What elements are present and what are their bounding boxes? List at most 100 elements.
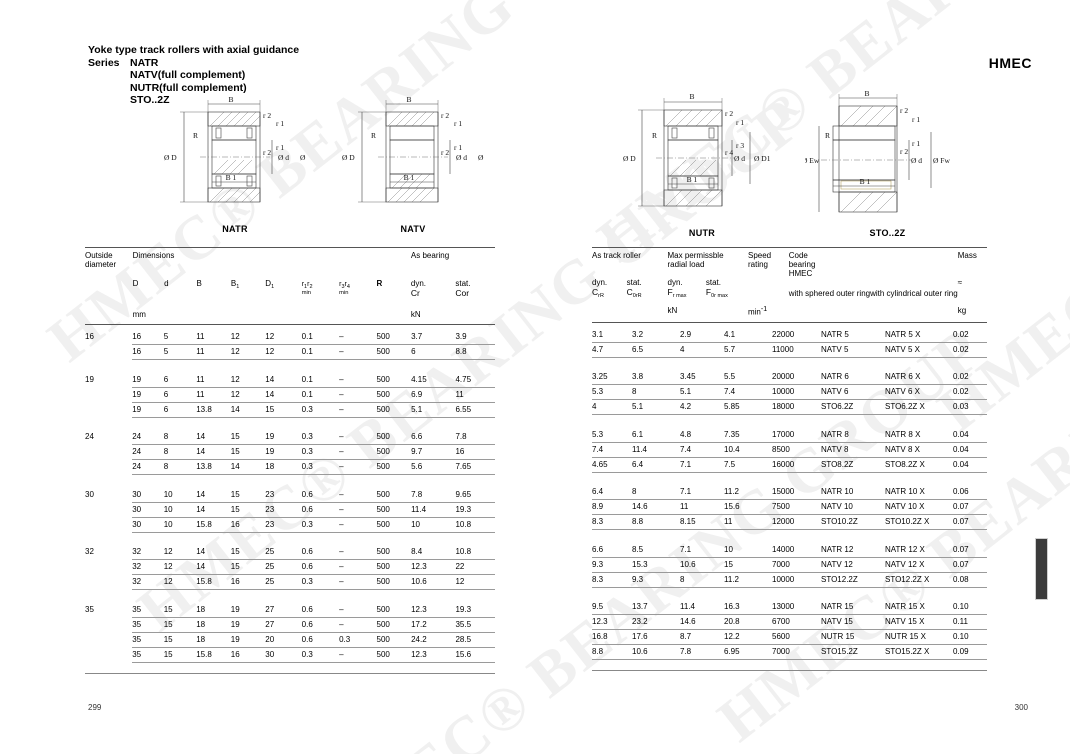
cell-r1r2: 0.3 bbox=[301, 647, 340, 663]
table-row[interactable]: 30 10 15.8 16 23 0.3 – 500 10 10.8 bbox=[85, 517, 495, 533]
table-row[interactable]: 32 12 14 15 25 0.6 – 500 12.3 22 bbox=[85, 559, 495, 575]
cell-r3r4: – bbox=[339, 502, 377, 518]
cell-d: 12 bbox=[163, 545, 197, 560]
cell-code-sphered: STO8.2Z bbox=[821, 457, 885, 473]
header-code-bearing: Code bearing HMEC bbox=[788, 251, 816, 278]
cell-Frmax: 8 bbox=[680, 572, 724, 588]
cell-d: 15 bbox=[163, 617, 197, 633]
cell-d: 12 bbox=[163, 559, 197, 575]
series-item-natr: NATR bbox=[130, 56, 159, 69]
cell-C0rR: 3.8 bbox=[632, 370, 680, 386]
cell-r1r2: 0.6 bbox=[301, 632, 340, 648]
table-row[interactable]: 16.8 17.6 8.7 12.2 5600 NUTR 15 NUTR 15 … bbox=[592, 629, 987, 646]
table-row[interactable]: 4.7 6.5 4 5.7 11000 NATV 5 NATV 5 X 0.02 bbox=[592, 342, 987, 358]
cell-speed: 18000 bbox=[772, 399, 821, 416]
col-r1r2: r1r2 min bbox=[301, 281, 313, 296]
dim-label-B: B bbox=[228, 95, 233, 104]
cell-speed: 22000 bbox=[772, 327, 821, 343]
svg-text:Ø d: Ø d bbox=[456, 153, 467, 162]
cell-mass: 0.02 bbox=[953, 370, 987, 386]
table-row[interactable]: 35 35 15 18 19 27 0.6 – 500 12.3 19.3 bbox=[85, 602, 495, 618]
svg-text:B: B bbox=[406, 95, 411, 104]
col-Cor: stat. Cor bbox=[455, 279, 471, 298]
table-row[interactable]: 19 6 11 12 14 0.1 – 500 6.9 11 bbox=[85, 387, 495, 403]
cell-code-sphered: NUTR 15 bbox=[821, 629, 885, 646]
table-row[interactable]: 6.6 8.5 7.1 10 14000 NATR 12 NATR 12 X 0… bbox=[592, 542, 987, 558]
cell-R: 500 bbox=[376, 574, 412, 590]
table-row[interactable]: 30 30 10 14 15 23 0.6 – 500 7.8 9.65 bbox=[85, 487, 495, 503]
table-row[interactable]: 19 6 13.8 14 15 0.3 – 500 5.1 6.55 bbox=[85, 402, 495, 418]
cell-C0rR: 8.8 bbox=[632, 514, 680, 531]
cell-D1: 12 bbox=[265, 330, 302, 345]
cell-R: 500 bbox=[376, 559, 412, 575]
table-row[interactable]: 9.3 15.3 10.6 15 7000 NATV 12 NATV 12 X … bbox=[592, 557, 987, 573]
cell-CrR: 9.3 bbox=[592, 557, 632, 573]
cell-Cor: 12 bbox=[455, 574, 495, 590]
table-row[interactable]: 4 5.1 4.2 5.85 18000 STO6.2Z STO6.2Z X 0… bbox=[592, 399, 987, 416]
cell-r3r4: – bbox=[339, 344, 377, 360]
table-row[interactable]: 8.9 14.6 11 15.6 7500 NATV 10 NATV 10 X … bbox=[592, 499, 987, 516]
table-row[interactable]: 12.3 23.2 14.6 20.8 6700 NATV 15 NATV 15… bbox=[592, 614, 987, 631]
table-row[interactable]: 24 8 14 15 19 0.3 – 500 9.7 16 bbox=[85, 444, 495, 460]
table-row[interactable]: 35 15 15.8 16 30 0.3 – 500 12.3 15.6 bbox=[85, 647, 495, 663]
table-row[interactable]: 24 8 13.8 14 18 0.3 – 500 5.6 7.65 bbox=[85, 459, 495, 475]
table-row[interactable]: 5.3 8 5.1 7.4 10000 NATV 6 NATV 6 X 0.02 bbox=[592, 384, 987, 401]
svg-text:r 2: r 2 bbox=[441, 148, 449, 157]
table-row[interactable]: 35 15 18 19 27 0.6 – 500 17.2 35.5 bbox=[85, 617, 495, 633]
cell-code-cylindrical: NATR 12 X bbox=[885, 542, 953, 558]
cell-Formax: 4.1 bbox=[724, 327, 772, 343]
table-row[interactable]: 9.5 13.7 11.4 16.3 13000 NATR 15 NATR 15… bbox=[592, 600, 987, 616]
cell-CrR: 8.8 bbox=[592, 644, 632, 661]
table-row[interactable]: 8.3 8.8 8.15 11 12000 STO10.2Z STO10.2Z … bbox=[592, 514, 987, 531]
cell-Formax: 7.35 bbox=[724, 427, 772, 443]
col-code-sphered: with sphered outer ring bbox=[788, 289, 871, 298]
cell-Cr: 11.4 bbox=[411, 502, 456, 518]
cell-CrR: 3.1 bbox=[592, 327, 632, 343]
table-row[interactable]: 24 24 8 14 15 19 0.3 – 500 6.6 7.8 bbox=[85, 430, 495, 445]
cell-code-cylindrical: NATR 15 X bbox=[885, 600, 953, 616]
cell-r3r4: 0.3 bbox=[339, 632, 377, 648]
table-row[interactable]: 32 32 12 14 15 25 0.6 – 500 8.4 10.8 bbox=[85, 545, 495, 560]
cell-CrR: 9.5 bbox=[592, 600, 632, 616]
cell-Cor: 19.3 bbox=[455, 502, 495, 518]
cell-C0rR: 6.4 bbox=[632, 457, 680, 473]
table-row[interactable]: 6.4 8 7.1 11.2 15000 NATR 10 NATR 10 X 0… bbox=[592, 485, 987, 501]
cell-code-cylindrical: NATV 8 X bbox=[885, 442, 953, 458]
cell-Cr: 17.2 bbox=[411, 617, 456, 633]
drawing-caption-natr: NATR bbox=[222, 224, 248, 234]
table-row[interactable]: 8.8 10.6 7.8 6.95 7000 STO15.2Z STO15.2Z… bbox=[592, 644, 987, 661]
cell-Cr: 6.9 bbox=[411, 387, 456, 403]
cell-code-sphered: NATR 15 bbox=[821, 600, 885, 616]
page-number-left: 299 bbox=[88, 703, 102, 712]
table-row[interactable]: 7.4 11.4 7.4 10.4 8500 NATV 8 NATV 8 X 0… bbox=[592, 442, 987, 458]
cell-CrR: 4.65 bbox=[592, 457, 632, 473]
cell-D1: 27 bbox=[265, 602, 302, 618]
cell-D1: 23 bbox=[265, 487, 302, 503]
table-row[interactable]: 3.1 3.2 2.9 4.1 22000 NATR 5 NATR 5 X 0.… bbox=[592, 327, 987, 343]
cell-B: 15.8 bbox=[196, 517, 231, 533]
cell-B: 11 bbox=[196, 344, 231, 360]
unit-min: min-1 bbox=[747, 306, 768, 317]
cell-Cor: 19.3 bbox=[455, 602, 495, 618]
table-row[interactable]: 19 19 6 11 12 14 0.1 – 500 4.15 4.75 bbox=[85, 372, 495, 388]
table-row[interactable]: 5.3 6.1 4.8 7.35 17000 NATR 8 NATR 8 X 0… bbox=[592, 427, 987, 443]
table-row[interactable]: 16 16 5 11 12 12 0.1 – 500 3.7 3.9 bbox=[85, 330, 495, 345]
table-row[interactable]: 3.25 3.8 3.45 5.5 20000 NATR 6 NATR 6 X … bbox=[592, 370, 987, 386]
table-row[interactable]: 16 5 11 12 12 0.1 – 500 6 8.8 bbox=[85, 344, 495, 360]
table-row[interactable]: 32 12 15.8 16 25 0.3 – 500 10.6 12 bbox=[85, 574, 495, 590]
svg-text:B 1: B 1 bbox=[860, 177, 871, 186]
svg-text:Ø d: Ø d bbox=[734, 154, 745, 163]
table-row[interactable]: 4.65 6.4 7.1 7.5 16000 STO8.2Z STO8.2Z X… bbox=[592, 457, 987, 473]
table-row[interactable]: 35 15 18 19 20 0.6 0.3 500 24.2 28.5 bbox=[85, 632, 495, 648]
table-row[interactable]: 30 10 14 15 23 0.6 – 500 11.4 19.3 bbox=[85, 502, 495, 518]
table-row[interactable]: 8.3 9.3 8 11.2 10000 STO12.2Z STO12.2Z X… bbox=[592, 572, 987, 588]
cell-d: 10 bbox=[163, 517, 197, 533]
cell-CrR: 4 bbox=[592, 399, 632, 416]
cell-R: 500 bbox=[376, 402, 412, 418]
cell-B1: 12 bbox=[230, 372, 266, 388]
cell-d: 12 bbox=[163, 574, 197, 590]
cell-Formax: 5.85 bbox=[724, 399, 772, 416]
cell-speed: 8500 bbox=[772, 442, 821, 458]
svg-text:r 1: r 1 bbox=[736, 118, 744, 127]
col-r3r4: r3r4 min bbox=[339, 281, 350, 296]
